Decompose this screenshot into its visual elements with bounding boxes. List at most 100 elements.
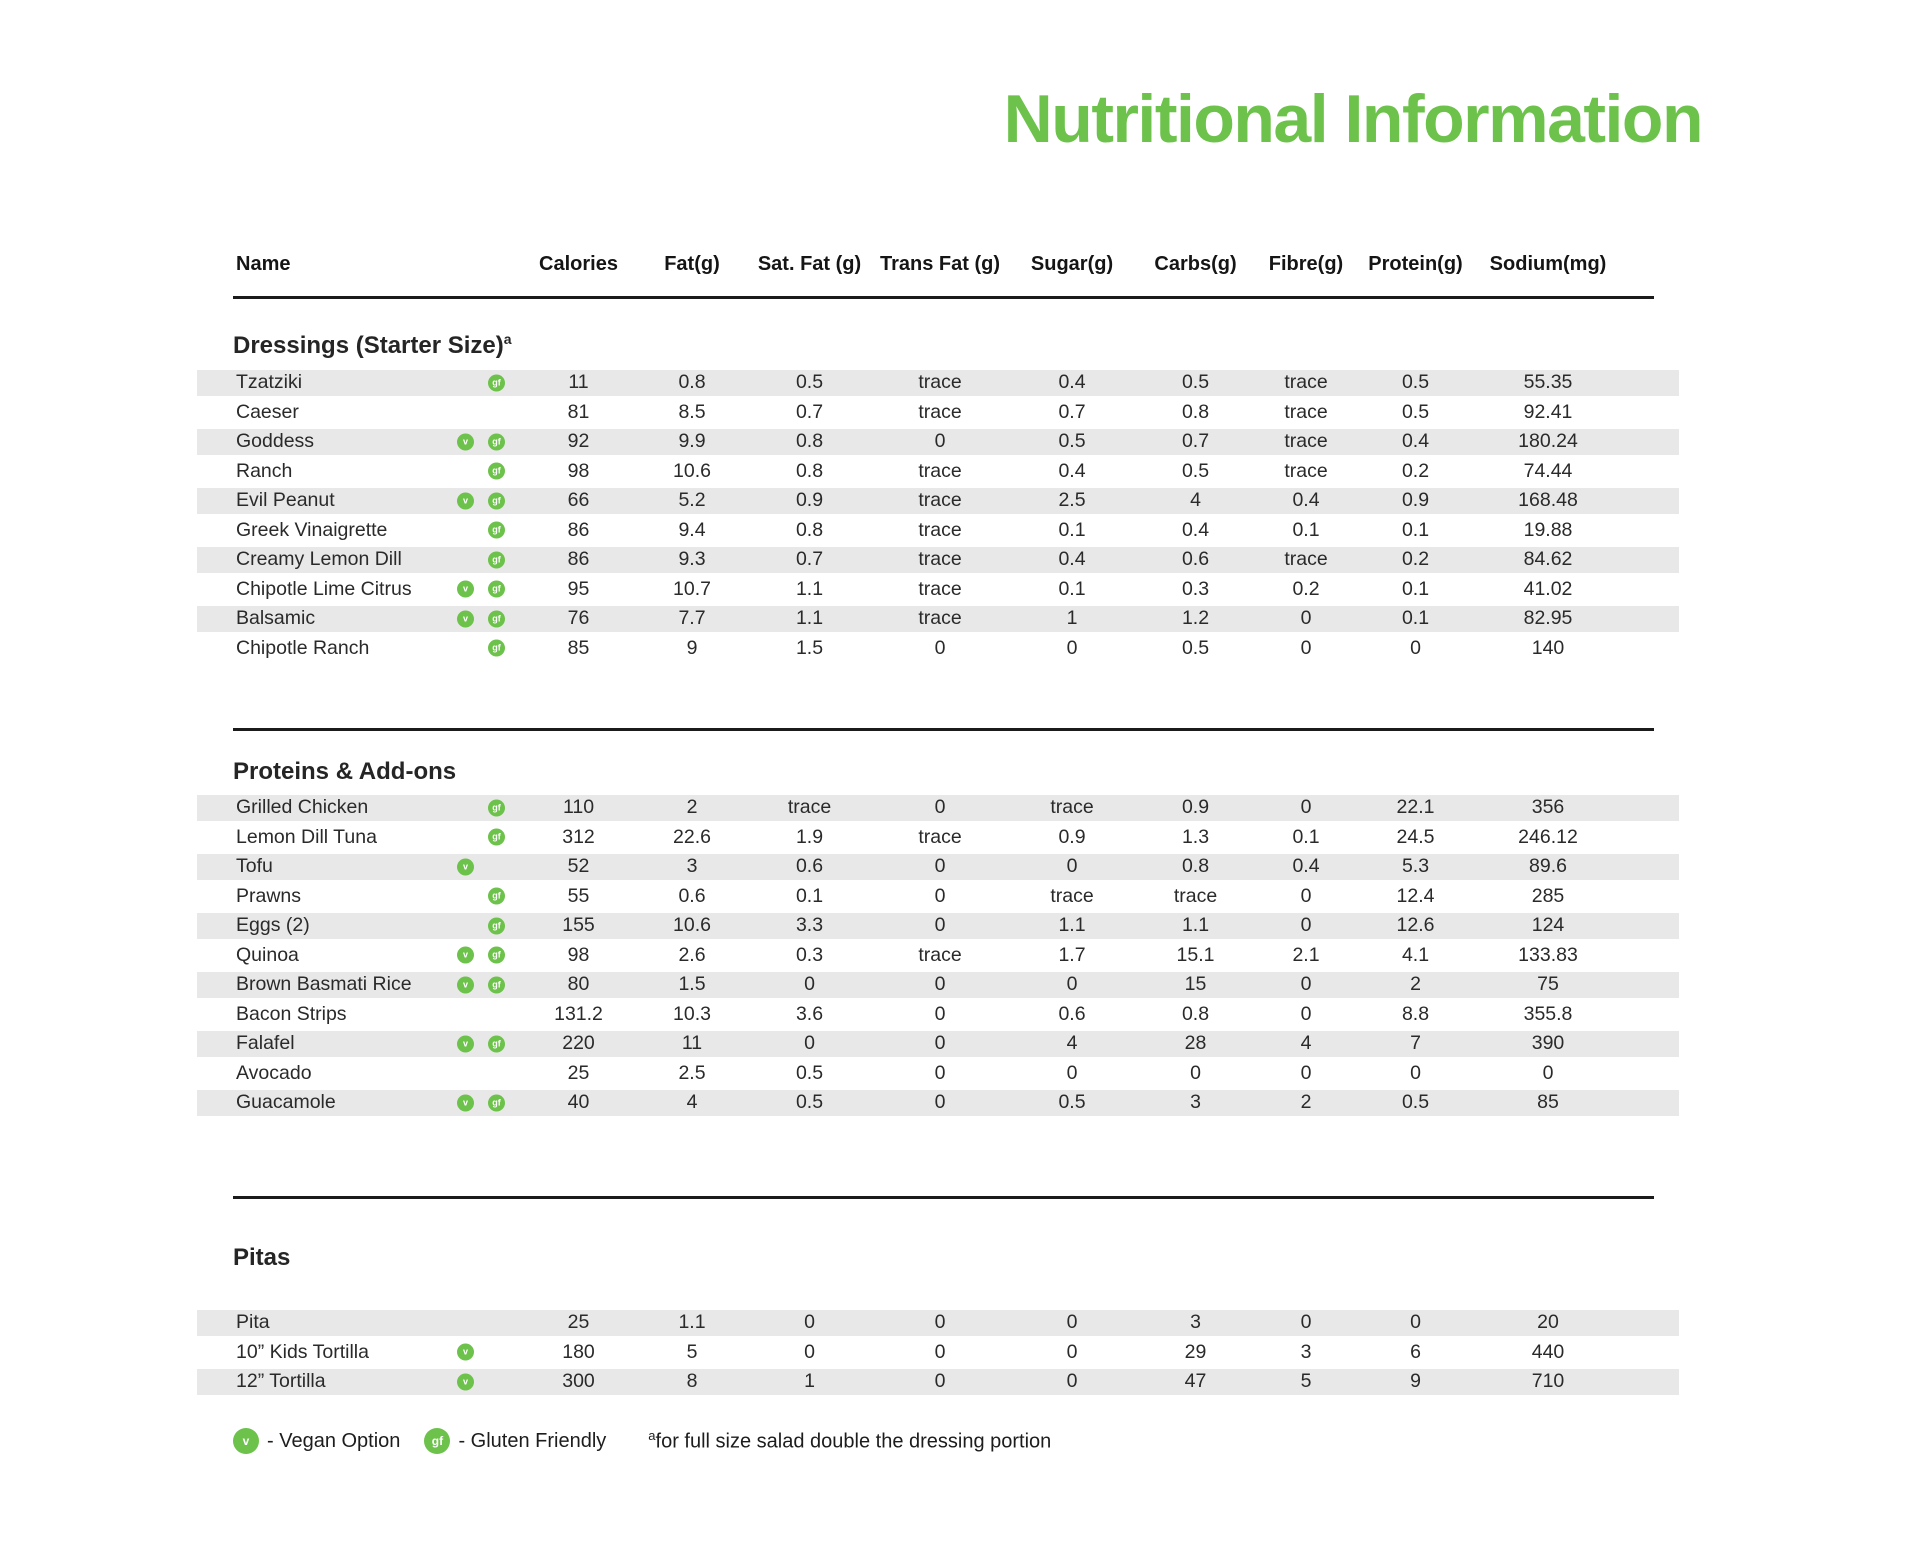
item-name: Prawns xyxy=(236,884,302,907)
table-row: Chipotle Lime Citrus v gf 95 10.7 1.1 trace 0.1… xyxy=(197,575,1679,605)
cell-protein: 2 xyxy=(1410,973,1421,996)
cell-trans-fat: 0 xyxy=(934,636,946,659)
cell-fibre: 0.2 xyxy=(1292,577,1320,600)
cell-carbs: 15.1 xyxy=(1176,943,1215,966)
cell-fibre: 0 xyxy=(1300,1311,1312,1334)
item-name: Falafel xyxy=(236,1032,295,1055)
column-header-protein: Protein(g) xyxy=(1368,252,1463,275)
cell-fat: 9 xyxy=(686,636,698,659)
gluten-friendly-badge: gf xyxy=(488,462,505,480)
cell-carbs: 0.9 xyxy=(1181,796,1210,819)
item-name: Pita xyxy=(236,1311,270,1334)
cell-fat: 9.4 xyxy=(678,518,706,541)
cell-trans-fat: 0 xyxy=(934,1340,946,1363)
cell-sodium: 55.35 xyxy=(1523,371,1573,394)
cell-calories: 312 xyxy=(562,825,595,848)
cell-sat-fat: 0 xyxy=(804,973,815,996)
cell-calories: 80 xyxy=(567,973,590,996)
cell-sodium: 710 xyxy=(1531,1370,1565,1393)
cell-sugar: trace xyxy=(1050,884,1094,907)
item-name: Tzatziki xyxy=(236,371,303,394)
cell-sodium: 0 xyxy=(1542,1061,1554,1084)
gluten-friendly-badge: gf xyxy=(488,976,505,994)
table-row: Chipotle Ranch gf 85 9 1.5 0 0 0.5 0 0 140 xyxy=(197,634,1679,664)
gluten-friendly-badge: gf xyxy=(488,521,505,539)
vegan-badge: v xyxy=(457,433,474,451)
cell-fibre: 0 xyxy=(1300,607,1312,630)
cell-calories: 86 xyxy=(567,518,590,541)
column-header-sat-fat: Sat. Fat (g) xyxy=(757,252,862,275)
cell-protein: 0.1 xyxy=(1401,607,1430,630)
cell-trans-fat: 0 xyxy=(934,1032,946,1055)
table-row: Quinoa v gf 98 2.6 0.3 trace 1.7 15.1 2.1 4.1 133.8… xyxy=(197,941,1679,971)
vegan-badge: v xyxy=(457,1343,474,1361)
cell-protein: 0.5 xyxy=(1401,371,1430,394)
cell-carbs: trace xyxy=(1173,884,1218,907)
cell-fat: 4 xyxy=(686,1091,698,1114)
column-header-sugar: Sugar(g) xyxy=(1030,252,1114,275)
gluten-friendly-badge: gf xyxy=(488,799,505,817)
cell-sugar: 1 xyxy=(1066,607,1078,630)
cell-sat-fat: 0.5 xyxy=(795,1061,824,1084)
cell-protein: 12.4 xyxy=(1396,884,1435,907)
cell-fibre: trace xyxy=(1284,548,1328,571)
cell-calories: 98 xyxy=(567,943,590,966)
row-name: Tzatziki gf xyxy=(197,370,520,396)
cell-fibre: 0 xyxy=(1300,914,1312,937)
gluten-friendly-badge: gf xyxy=(488,374,505,392)
cell-fibre: trace xyxy=(1284,400,1328,423)
cell-carbs: 15 xyxy=(1184,973,1207,996)
cell-trans-fat: 0 xyxy=(934,914,946,937)
cell-sat-fat: 0.5 xyxy=(795,1091,824,1114)
section-heading-dressings: Dressings (Starter Size)a xyxy=(233,331,512,360)
cell-protein: 0 xyxy=(1410,1311,1421,1334)
row-name: Lemon Dill Tuna gf xyxy=(197,823,520,853)
table-row: Lemon Dill Tuna gf 312 22.6 1.9 trace 0.9 1.3 0.… xyxy=(197,823,1679,853)
cell-sugar: 0.6 xyxy=(1058,1002,1086,1025)
row-name: Grilled Chicken gf xyxy=(197,795,520,821)
gluten-legend-label: - Gluten Friendly xyxy=(458,1429,607,1452)
cell-sugar: 2.5 xyxy=(1058,489,1086,512)
table-row: Goddess v gf 92 9.9 0.8 0 0.5 0.7 trace 0.4 180.24 xyxy=(197,427,1679,457)
cell-trans-fat: trace xyxy=(918,548,962,571)
row-name: Eggs (2) gf xyxy=(197,913,520,939)
cell-protein: 0.2 xyxy=(1401,459,1430,482)
cell-fat: 8 xyxy=(686,1370,698,1393)
cell-carbs: 0.8 xyxy=(1181,855,1210,878)
table-row: Grilled Chicken gf 110 2 trace 0 trace 0.9 0 22.1… xyxy=(197,793,1679,823)
item-name: Ranch xyxy=(236,459,293,482)
cell-calories: 52 xyxy=(567,855,590,878)
cell-protein: 0 xyxy=(1410,636,1421,659)
table-header-row: Name Calories Fat(g) Sat. Fat (g) Trans Fat … xyxy=(197,243,1679,285)
cell-protein: 0.4 xyxy=(1401,430,1430,453)
cell-sodium: 74.44 xyxy=(1523,459,1573,482)
item-name: Brown Basmati Rice xyxy=(236,973,412,996)
note-text: for full size salad double the dressing … xyxy=(655,1430,1052,1453)
cell-carbs: 1.1 xyxy=(1181,914,1210,937)
cell-sugar: 0.1 xyxy=(1058,577,1086,600)
cell-sat-fat: 0.6 xyxy=(795,855,824,878)
cell-calories: 66 xyxy=(567,489,590,512)
gluten-friendly-badge: gf xyxy=(488,492,505,510)
cell-sugar: 1.1 xyxy=(1058,914,1086,937)
cell-fibre: 0.4 xyxy=(1292,855,1320,878)
cell-sodium: 285 xyxy=(1531,884,1565,907)
page-title: Nutritional Information xyxy=(1003,81,1704,157)
table-row: Caeser 81 8.5 0.7 trace 0.7 0.8 trace 0.5 92.41 xyxy=(197,398,1679,428)
cell-carbs: 4 xyxy=(1190,489,1201,512)
section-divider-line xyxy=(233,728,1654,731)
cell-carbs: 47 xyxy=(1184,1370,1207,1393)
cell-protein: 0.9 xyxy=(1401,489,1430,512)
cell-sugar: 0.5 xyxy=(1058,430,1086,453)
row-name: Avocado xyxy=(197,1059,520,1089)
cell-sugar: 0.4 xyxy=(1058,548,1086,571)
cell-calories: 40 xyxy=(567,1091,590,1114)
cell-calories: 220 xyxy=(562,1032,595,1055)
section-heading-text: Proteins & Add-ons xyxy=(233,758,457,785)
cell-protein: 0 xyxy=(1410,1061,1421,1084)
item-name: Bacon Strips xyxy=(236,1002,347,1025)
table-row: Balsamic v gf 76 7.7 1.1 trace 1 1.2 0 0.1 82.95 xyxy=(197,604,1679,634)
cell-sodium: 440 xyxy=(1531,1340,1565,1363)
item-name: Greek Vinaigrette xyxy=(236,518,388,541)
cell-protein: 0.5 xyxy=(1401,400,1430,423)
